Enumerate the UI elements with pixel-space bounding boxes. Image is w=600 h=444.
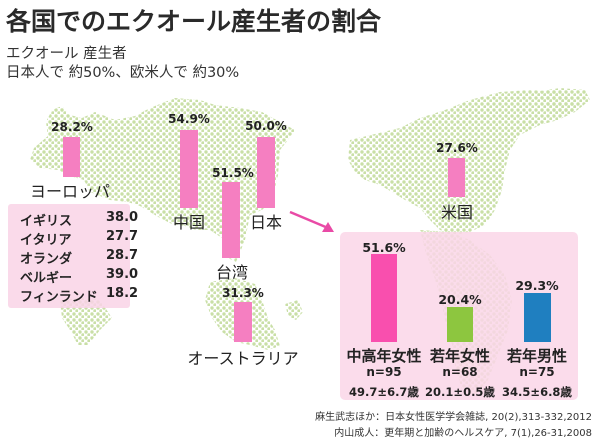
country-name: オランダ: [20, 252, 73, 267]
arrow-icon: [289, 210, 334, 232]
young-men-pct: 29.3%: [515, 278, 559, 293]
usa-bar: [448, 158, 465, 197]
table-row: フィンランド 18.2: [20, 286, 138, 305]
young-men-n: n=75: [519, 365, 555, 379]
usa-pct: 27.6%: [436, 141, 478, 155]
europe-breakdown-table: イギリス 38.0 イタリア 27.7 オランダ 28.7 ベルギー 39.0 …: [8, 204, 138, 308]
country-value: 39.0: [106, 267, 139, 282]
subtitle-line-1: エクオール 産生者: [6, 46, 127, 62]
young-women-bar: [447, 307, 473, 342]
country-name: フィンランド: [20, 290, 98, 305]
country-name: イタリア: [20, 233, 72, 248]
country-value: 18.2: [106, 286, 139, 301]
middle-aged-women-n: n=95: [366, 365, 402, 379]
map-islands: [285, 300, 303, 320]
europe-pct: 28.2%: [51, 120, 93, 134]
subtitle-line-2: 日本人で 約50%、欧米人で 約30%: [6, 65, 240, 81]
table-row: イタリア 27.7: [20, 229, 138, 248]
young-men-age: 34.5±6.8歳: [502, 385, 572, 399]
europe-bar: [63, 137, 80, 177]
europe-label: ヨーロッパ: [29, 182, 111, 201]
table-row: ベルギー 39.0: [20, 267, 138, 286]
middle-aged-women-label: 中高年女性: [346, 347, 422, 365]
young-women-n: n=68: [442, 365, 478, 379]
country-name: ベルギー: [20, 271, 73, 286]
young-women-pct: 20.4%: [438, 292, 482, 307]
citation-1: 麻生武志ほか：日本女性医学学会雑誌, 20(2),313-332,2012: [315, 412, 592, 423]
japan-breakdown-panel: 51.6% 中高年女性 n=95 49.7±6.7歳 20.4% 若年女性 n=…: [340, 232, 578, 400]
map-africa: [60, 298, 112, 345]
page-title: 各国でのエクオール産生者の割合: [6, 7, 382, 36]
usa-label: 米国: [440, 203, 474, 222]
japan-bar: [257, 137, 275, 208]
middle-aged-women-bar: [371, 254, 397, 342]
australia-bar: [234, 302, 252, 342]
china-pct: 54.9%: [168, 112, 210, 126]
young-women-label: 若年女性: [429, 347, 491, 365]
young-men-bar: [524, 293, 551, 342]
china-bar: [180, 130, 198, 208]
young-men-label: 若年男性: [506, 347, 568, 365]
country-value: 28.7: [106, 248, 139, 263]
australia-label: オーストラリア: [187, 349, 299, 368]
australia-pct: 31.3%: [222, 286, 264, 300]
map-greenland: [535, 88, 590, 114]
young-women-age: 20.1±0.5歳: [425, 385, 495, 399]
table-row: オランダ 28.7: [20, 248, 138, 267]
taiwan-bar: [222, 182, 240, 258]
japan-pct: 50.0%: [245, 119, 287, 133]
table-row: イギリス 38.0: [20, 210, 138, 229]
taiwan-label: 台湾: [215, 263, 249, 282]
country-value: 38.0: [106, 210, 139, 225]
middle-aged-women-pct: 51.6%: [362, 240, 406, 255]
country-name: イギリス: [20, 214, 73, 229]
taiwan-pct: 51.5%: [212, 166, 254, 180]
china-label: 中国: [172, 213, 206, 232]
middle-aged-women-age: 49.7±6.7歳: [349, 385, 419, 399]
japan-label: 日本: [249, 213, 283, 232]
country-value: 27.7: [106, 229, 139, 244]
citation-2: 内山成人：更年期と加齢のヘルスケア, 7(1),26-31,2008: [334, 428, 592, 439]
